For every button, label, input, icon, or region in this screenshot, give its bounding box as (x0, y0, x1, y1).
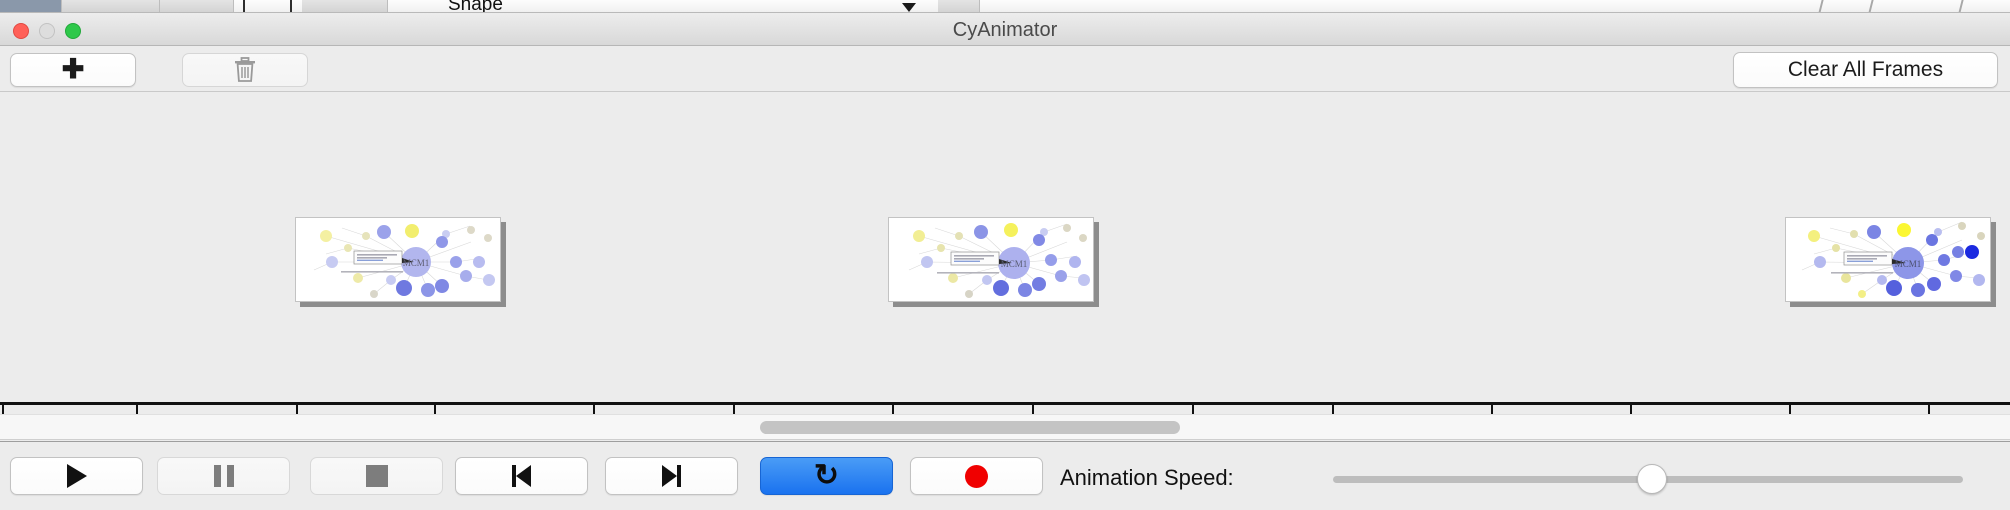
tick-major (1491, 405, 1493, 414)
minimize-window-icon[interactable] (39, 23, 55, 39)
network-graph: MCM1 (313, 224, 495, 298)
network-center-label: MCM1 (403, 258, 430, 268)
bg-slant-icon (1868, 0, 1894, 12)
animation-speed-label: Animation Speed: (1060, 465, 1234, 490)
tick-minor (1630, 405, 1632, 414)
animation-speed-slider-thumb[interactable] (1637, 464, 1667, 494)
horizontal-scrollbar[interactable] (0, 414, 2010, 440)
bg-tab (62, 0, 160, 12)
stop-button[interactable] (310, 457, 443, 495)
close-window-icon[interactable] (13, 23, 29, 39)
tick-minor (434, 405, 436, 414)
clear-all-frames-button[interactable]: Clear All Frames (1733, 52, 1998, 88)
bg-mark-icon (243, 0, 245, 12)
frame-thumbnail-3[interactable]: MCM1 (1785, 217, 1996, 307)
network-graph: MCM1 (908, 223, 1090, 298)
window-title: CyAnimator (952, 19, 1058, 41)
plus-icon: ✚ (61, 54, 85, 85)
loop-icon: ↻ (813, 459, 840, 492)
background-window-strip: Shape (0, 0, 2010, 13)
tick-major (2, 405, 4, 414)
loop-button[interactable]: ↻ (760, 457, 893, 495)
bg-tab (302, 0, 388, 12)
tick-minor (733, 405, 735, 414)
trash-icon (235, 57, 255, 82)
timeline-panel[interactable]: MCM1 (0, 92, 2010, 414)
record-button[interactable] (910, 457, 1043, 495)
tick-major (892, 405, 894, 414)
bg-slant-icon (1958, 0, 1984, 12)
skip-to-start-button[interactable] (455, 457, 588, 495)
bg-tab (160, 0, 234, 12)
record-icon (965, 464, 988, 488)
add-frame-button[interactable]: ✚ (10, 53, 136, 87)
thumbnail-network-image: MCM1 (888, 217, 1094, 302)
tick-major (296, 405, 298, 414)
timeline-axis (0, 402, 2010, 405)
bg-tab (938, 0, 980, 12)
bg-mark-icon (290, 0, 292, 12)
tick-major (593, 405, 595, 414)
tick-minor (1332, 405, 1334, 414)
bg-arrow-icon (902, 3, 916, 12)
play-button[interactable] (10, 457, 143, 495)
thumbnail-network-image: MCM1 (1785, 217, 1991, 302)
thumbnail-network-image: MCM1 (295, 217, 501, 302)
bg-slant-icon (1818, 0, 1844, 12)
title-bar: CyAnimator (0, 13, 2010, 46)
tick-major (1192, 405, 1194, 414)
pause-button[interactable] (157, 457, 290, 495)
network-center-label: MCM1 (1001, 259, 1028, 269)
network-center-label: MCM1 (1895, 259, 1922, 269)
playback-control-bar: ↻ Animation Speed: (0, 441, 2010, 510)
bg-tab-selected (0, 0, 62, 12)
stop-icon (365, 465, 388, 487)
maximize-window-icon[interactable] (65, 23, 81, 39)
tick-minor (1032, 405, 1034, 414)
tick-minor (1928, 405, 1930, 414)
tick-minor (136, 405, 138, 414)
skip-back-icon (512, 465, 531, 487)
scrollbar-thumb[interactable] (760, 421, 1180, 434)
pause-icon (213, 465, 234, 487)
skip-forward-icon (662, 465, 681, 487)
background-shape-label: Shape (448, 0, 503, 13)
network-graph: MCM1 (1801, 221, 1985, 298)
traffic-lights (13, 23, 81, 39)
clear-all-frames-label: Clear All Frames (1787, 58, 1944, 81)
skip-to-end-button[interactable] (605, 457, 738, 495)
play-icon (66, 464, 87, 488)
delete-frame-button[interactable] (182, 53, 308, 87)
tick-major (1789, 405, 1791, 414)
frame-thumbnail-1[interactable]: MCM1 (295, 217, 506, 307)
frame-thumbnail-2[interactable]: MCM1 (888, 217, 1099, 307)
toolbar: ✚ Clear All Frames (0, 46, 2010, 92)
